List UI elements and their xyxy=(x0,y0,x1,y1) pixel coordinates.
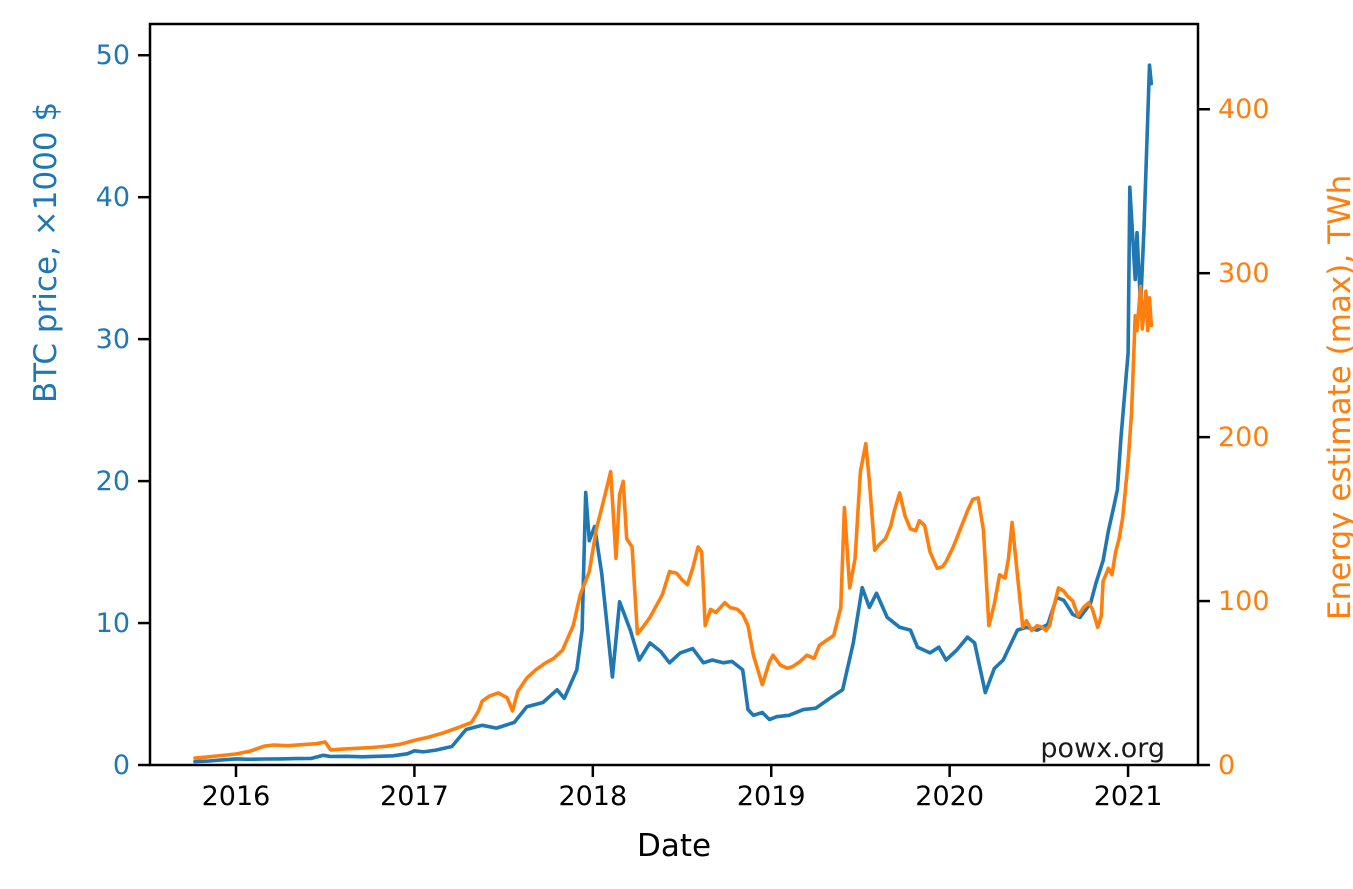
y-right-tick-label: 300 xyxy=(1218,258,1270,289)
y-right-tick-label: 400 xyxy=(1218,94,1270,125)
y-left-tick-label: 10 xyxy=(96,608,130,639)
y-left-tick-label: 50 xyxy=(96,40,130,71)
y-right-tick-label: 100 xyxy=(1218,586,1270,617)
y-right-tick-label: 200 xyxy=(1218,422,1270,453)
y-left-tick-label: 40 xyxy=(96,182,130,213)
x-tick-label: 2018 xyxy=(558,781,627,812)
watermark-text: powx.org xyxy=(1040,733,1165,764)
y-left-tick-label: 30 xyxy=(96,324,130,355)
y-axis-label-right: Energy estimate (max), TWh xyxy=(1322,174,1353,620)
x-tick-label: 2021 xyxy=(1094,781,1163,812)
x-tick-label: 2017 xyxy=(380,781,449,812)
series-line-energy xyxy=(193,284,1154,760)
x-tick-label: 2016 xyxy=(202,781,271,812)
plot-spines xyxy=(148,22,1200,767)
y-right-tick-label: 0 xyxy=(1218,750,1235,781)
y-left-tick-label: 0 xyxy=(113,750,130,781)
x-tick-label: 2020 xyxy=(915,781,984,812)
series-line-price xyxy=(193,63,1154,764)
x-tick-label: 2019 xyxy=(737,781,806,812)
y-axis-label-left: BTC price, ×1000 $ xyxy=(28,101,64,403)
y-left-tick-label: 20 xyxy=(96,466,130,497)
x-axis-label: Date xyxy=(636,828,712,864)
